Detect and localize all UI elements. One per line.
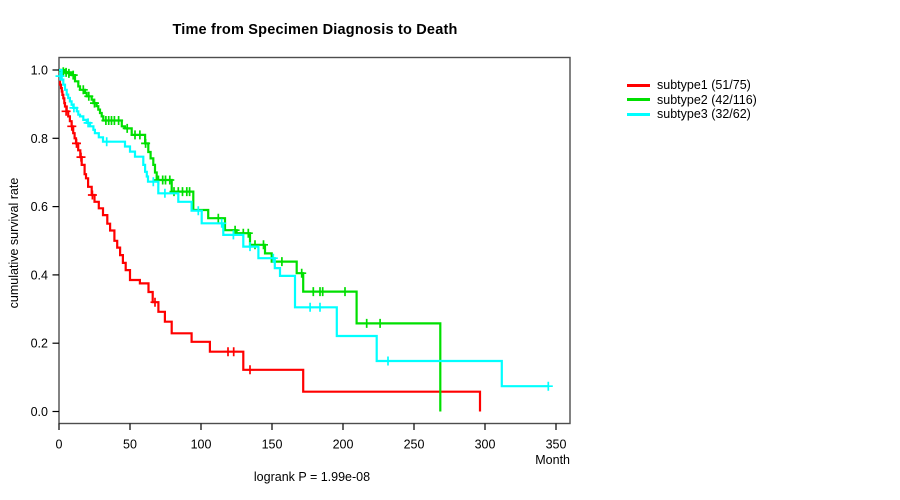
svg-text:250: 250 xyxy=(404,438,425,452)
svg-text:150: 150 xyxy=(262,438,283,452)
svg-text:0.0: 0.0 xyxy=(31,405,48,419)
km-step-line xyxy=(59,68,549,388)
censor-tick-marks xyxy=(61,106,255,375)
censor-tick-marks xyxy=(58,67,385,328)
y-axis-ticks: 0.0 0.2 0.4 0.6 0.8 1.0 xyxy=(31,64,59,419)
survival-curve-subtype1 xyxy=(58,68,482,412)
legend-item-label: subtype2 (42/116) xyxy=(657,92,757,107)
svg-text:0.4: 0.4 xyxy=(31,268,48,282)
svg-text:0: 0 xyxy=(56,438,63,452)
legend-item-subtype2: subtype2 (42/116) xyxy=(627,93,757,108)
legend-line-swatch xyxy=(627,112,650,116)
svg-text:350: 350 xyxy=(546,438,567,452)
svg-text:100: 100 xyxy=(191,438,212,452)
svg-text:50: 50 xyxy=(123,438,137,452)
svg-text:200: 200 xyxy=(333,438,354,452)
legend-item-label: subtype1 (51/75) xyxy=(657,78,751,93)
svg-text:0.6: 0.6 xyxy=(31,200,48,214)
logrank-p-annotation: logrank P = 1.99e-08 xyxy=(253,470,371,484)
svg-text:300: 300 xyxy=(475,438,496,452)
svg-text:1.0: 1.0 xyxy=(31,64,48,78)
legend-line-swatch xyxy=(627,83,650,87)
x-axis-label: Month xyxy=(535,453,570,467)
legend-item-subtype3: subtype3 (32/62) xyxy=(627,107,757,122)
x-axis-ticks: 0 50 100 150 200 250 300 350 xyxy=(56,423,567,452)
survival-curve-subtype2 xyxy=(58,67,442,412)
survival-curve-subtype3 xyxy=(55,68,553,391)
censor-tick-marks xyxy=(55,71,553,391)
legend-line-swatch xyxy=(627,98,650,102)
plot-frame xyxy=(58,56,571,425)
svg-text:0.8: 0.8 xyxy=(31,132,48,146)
svg-text:0.2: 0.2 xyxy=(31,337,48,351)
chart-title: Time from Specimen Diagnosis to Death xyxy=(172,22,458,38)
legend: subtype1 (51/75) subtype2 (42/116) subty… xyxy=(627,78,757,122)
legend-item-subtype1: subtype1 (51/75) xyxy=(627,78,757,93)
legend-item-label: subtype3 (32/62) xyxy=(657,107,751,122)
